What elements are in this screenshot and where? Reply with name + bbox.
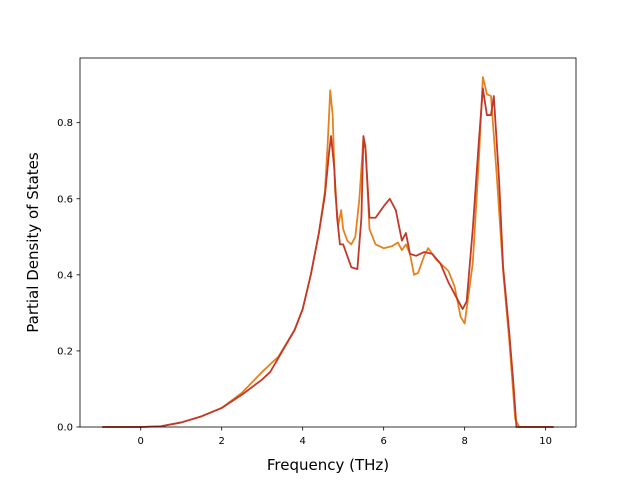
x-tick-label: 10: [539, 436, 552, 447]
y-tick-label: 0.0: [57, 423, 73, 434]
x-axis-label: Frequency (THz): [267, 456, 389, 474]
y-axis-label: Partial Density of States: [24, 152, 42, 333]
x-tick-label: 8: [461, 436, 467, 447]
series-layer: [102, 76, 554, 428]
y-tick-label: 0.4: [57, 270, 73, 281]
y-tick-label: 0.6: [57, 194, 73, 205]
x-tick-label: 6: [380, 436, 386, 447]
y-tick-label: 0.8: [57, 118, 73, 129]
y-tick-label: 0.2: [57, 346, 73, 357]
x-tick-label: 2: [219, 436, 225, 447]
x-axis-ticks: 0 2 4 6 8 10: [138, 427, 552, 447]
y-axis-ticks: 0.0 0.2 0.4 0.6 0.8: [57, 118, 80, 434]
x-tick-label: 0: [138, 436, 144, 447]
x-tick-label: 4: [300, 436, 306, 447]
series-line-2: [102, 87, 554, 428]
plot-frame: [79, 57, 577, 428]
